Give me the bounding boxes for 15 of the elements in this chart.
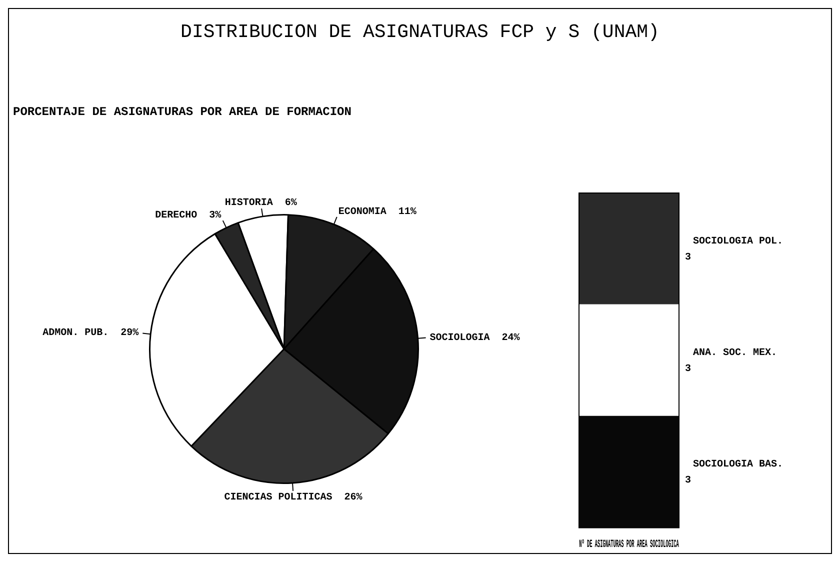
- slice-label: SOCIOLOGIA 24%: [430, 332, 520, 344]
- data-label: 3: [685, 364, 692, 375]
- chart-subtitle: PORCENTAJE DE ASIGNATURAS POR AREA DE FORMACION: [13, 105, 352, 119]
- chart-title: DISTRIBUCION DE ASIGNATURAS FCP y S (UNAM): [180, 21, 660, 43]
- series-label: SOCIOLOGIA BAS.: [693, 460, 784, 471]
- text: Nº DE ASIGNATURAS POR AREA SOCIOLOGICA: [579, 538, 680, 552]
- data-label: 3: [685, 476, 692, 487]
- series-label: ANA. SOC. MEX.: [693, 348, 778, 359]
- data-label: 3: [685, 252, 692, 264]
- slice-label: ECONOMIA 11%: [338, 206, 416, 218]
- slice-label: CIENCIAS POLITICAS 26%: [224, 492, 362, 504]
- slice-label: DERECHO 3%: [155, 210, 222, 222]
- slice-label: HISTORIA 6%: [224, 198, 297, 210]
- series-label: SOCIOLOGIA POL.: [693, 236, 784, 248]
- slice-label: ADMON. PUB. 29%: [42, 328, 139, 340]
